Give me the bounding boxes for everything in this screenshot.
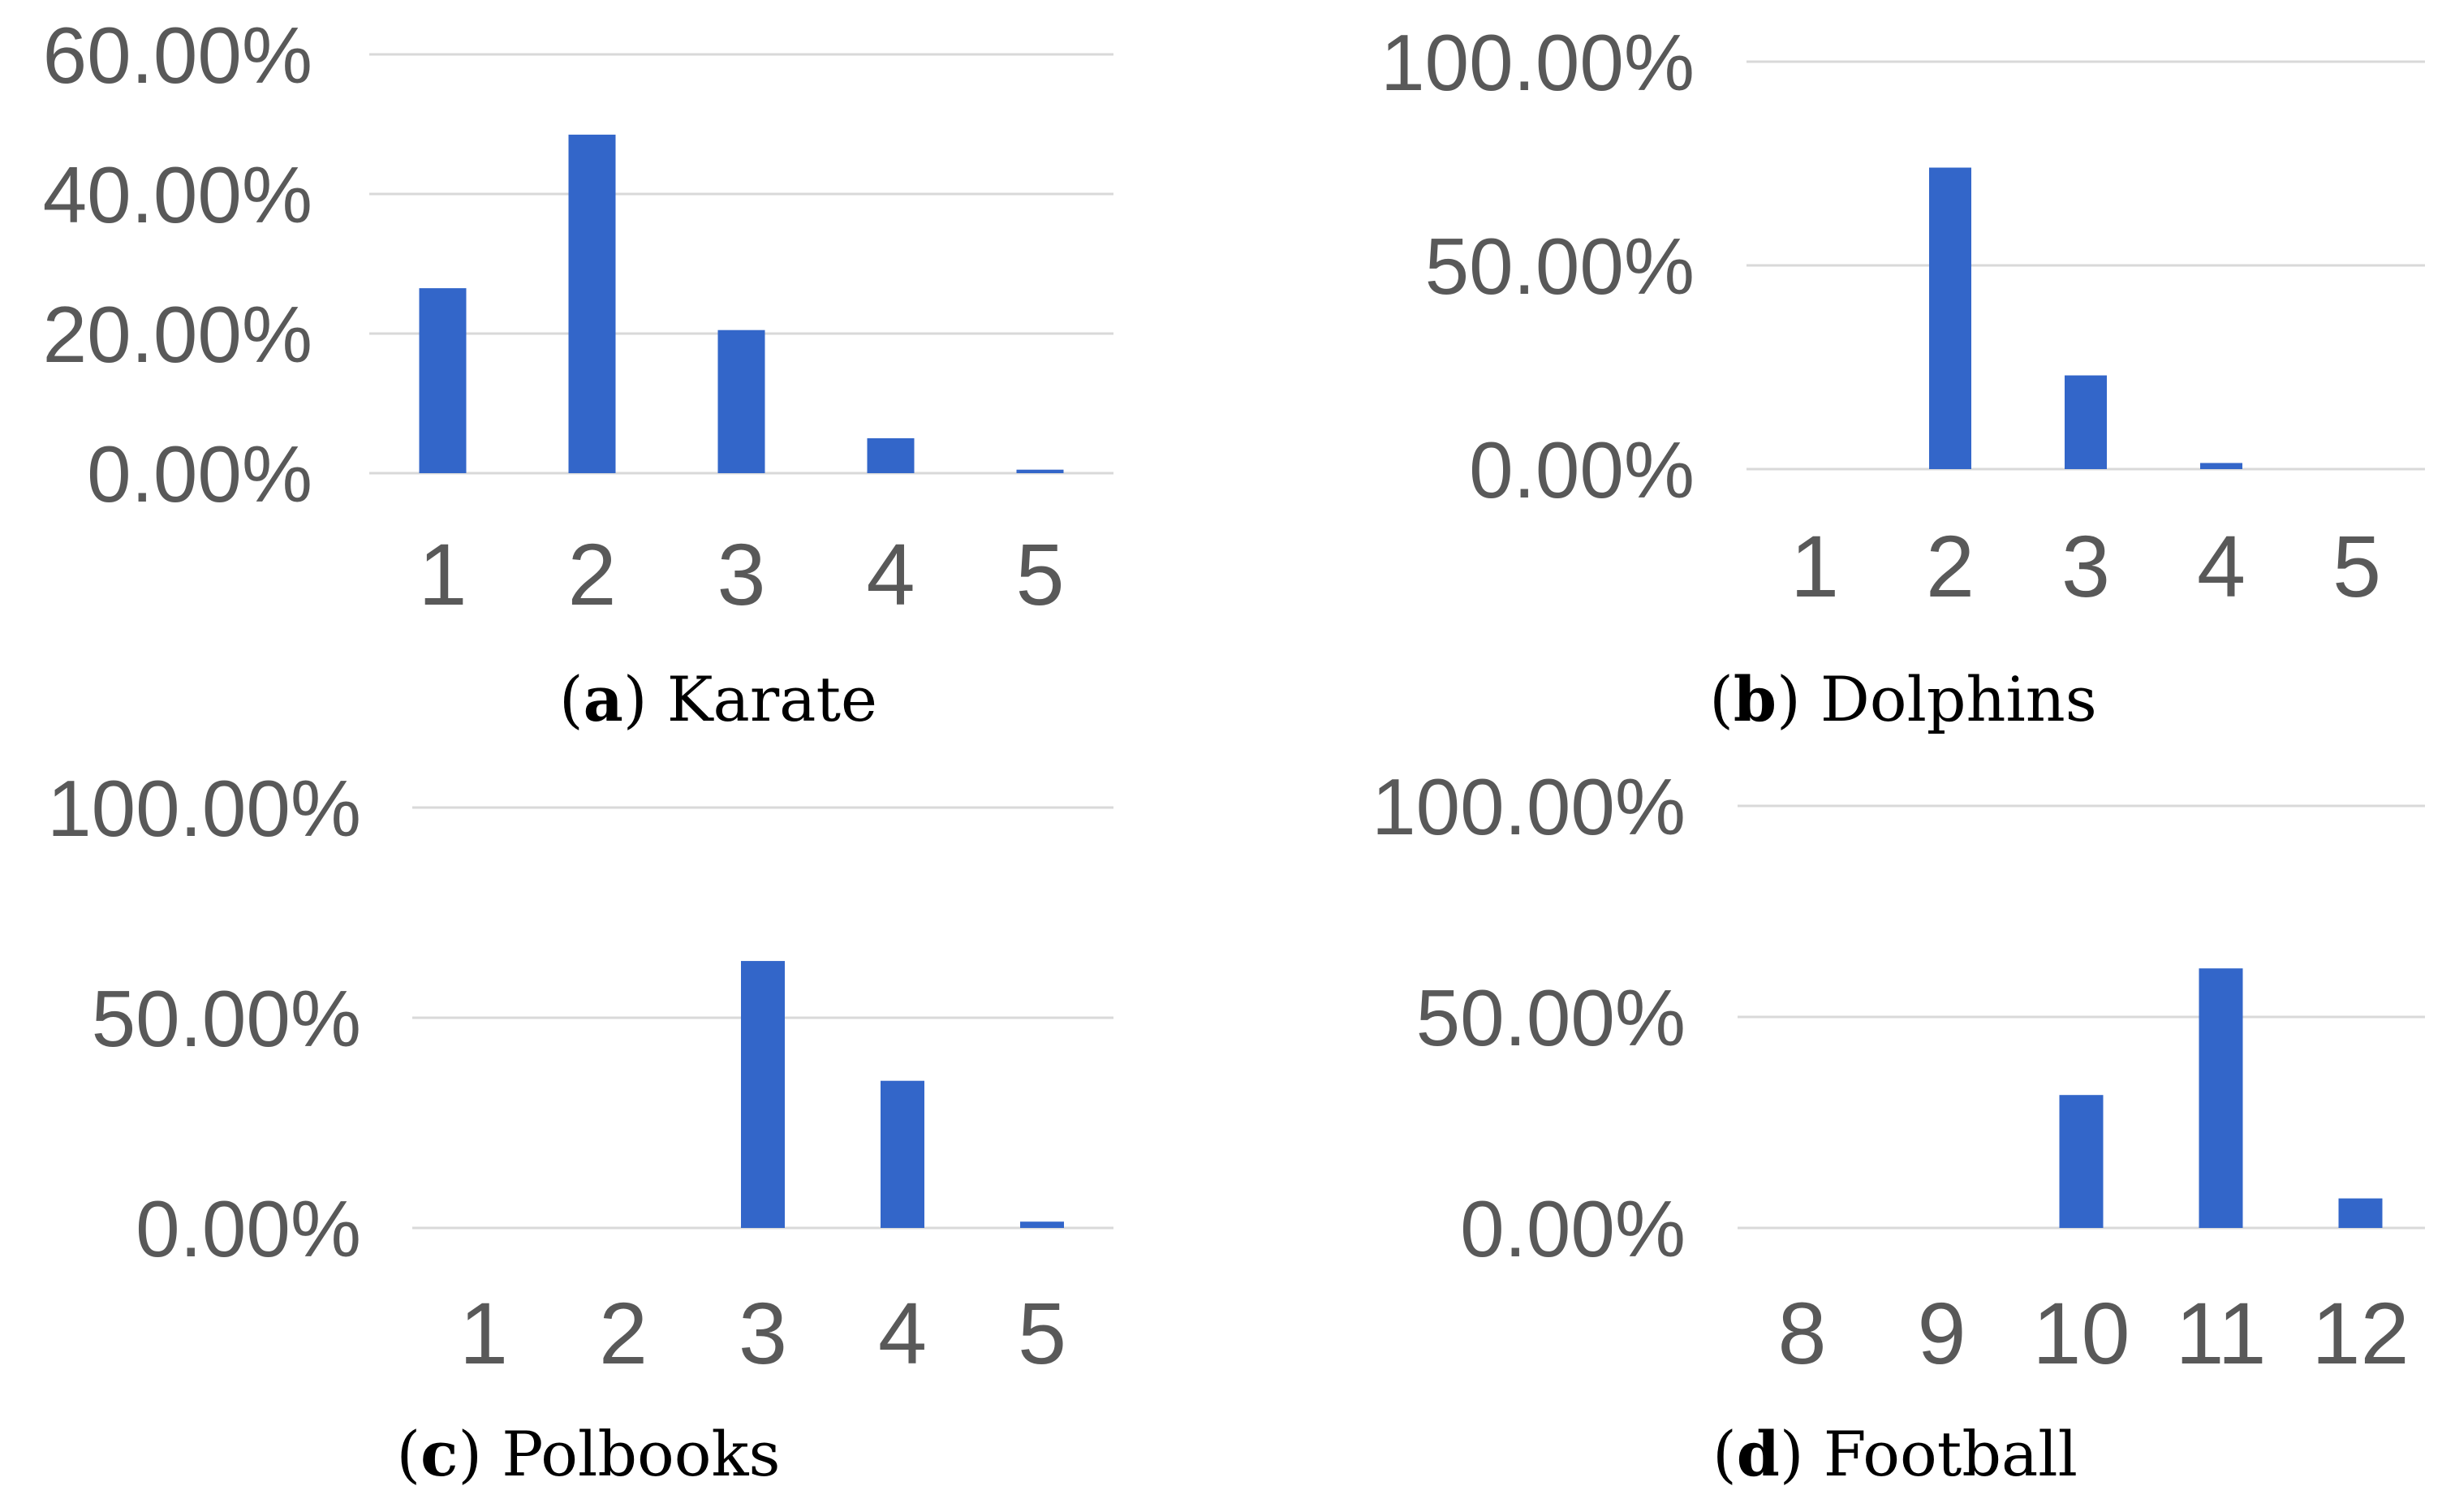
bar [2200,463,2242,469]
x-tick-label: 8 [1777,1284,1826,1382]
caption-letter: b [1734,663,1777,735]
panel-b: 0.00% 50.00% 100.00% 1 2 3 4 5 (b) Dolphins [1380,18,2425,735]
x-tick-label: 5 [1018,1284,1066,1382]
bar [568,134,616,473]
x-tick-label: 3 [2061,517,2110,615]
y-tick-label: 0.00% [87,429,312,519]
panel-caption: (d) Football [1712,1418,2078,1490]
x-tick-label: 1 [459,1284,508,1382]
y-tick-label: 100.00% [1372,762,1686,851]
panel-caption: (b) Dolphins [1709,663,2096,735]
x-tick-label: 5 [2332,517,2381,615]
y-tick-label: 100.00% [47,764,361,853]
bar [2059,1095,2104,1228]
caption-letter: c [420,1418,458,1490]
caption-letter: a [584,663,623,735]
caption-name: Polbooks [502,1418,780,1490]
y-tick-label: 50.00% [1416,973,1686,1062]
bar [717,330,765,473]
x-tick-label: 2 [1926,517,1975,615]
x-tick-label: 1 [418,525,467,623]
x-tick-label: 1 [1790,517,1839,615]
caption-name: Football [1824,1418,2078,1490]
panel-a: 0.00% 20.00% 40.00% 60.00% 1 2 3 4 5 (a) Karate [43,11,1113,735]
x-tick-label: 4 [866,525,915,623]
y-tick-label: 100.00% [1380,18,1695,107]
bar [1020,1221,1064,1228]
x-tick-label: 3 [739,1284,787,1382]
y-tick-label: 40.00% [43,150,312,239]
y-tick-label: 0.00% [1460,1184,1686,1273]
x-tick-label: 5 [1015,525,1064,623]
bar [867,438,915,473]
caption-name: Dolphins [1820,663,2097,735]
bar [2065,375,2107,469]
y-tick-label: 0.00% [136,1184,361,1273]
bar [419,288,467,473]
x-tick-label: 4 [878,1284,927,1382]
bar [881,1080,924,1228]
x-tick-label: 12 [2311,1284,2409,1382]
x-tick-label: 11 [2175,1284,2266,1382]
bar [1929,167,1971,469]
bar [2338,1198,2383,1228]
y-tick-label: 20.00% [43,290,312,379]
panel-c: 0.00% 50.00% 100.00% 1 2 3 4 5 (c) Polbooks [47,764,1113,1490]
caption-letter: d [1737,1418,1780,1490]
x-tick-label: 10 [2032,1284,2130,1382]
x-tick-label: 9 [1917,1284,1966,1382]
x-tick-label: 3 [717,525,765,623]
y-tick-label: 50.00% [1425,222,1695,311]
x-tick-label: 2 [567,525,616,623]
panel-caption: (c) Polbooks [396,1418,780,1490]
x-tick-label: 2 [599,1284,648,1382]
bar [2199,968,2243,1228]
panel-caption: (a) Karate [559,663,877,735]
bar [1016,469,1064,473]
x-tick-label: 4 [2197,517,2246,615]
y-tick-label: 0.00% [1469,425,1695,515]
y-tick-label: 50.00% [92,974,361,1063]
panel-d: 0.00% 50.00% 100.00% 8 9 10 11 12 (d) Football [1372,762,2425,1490]
bar [741,961,785,1228]
caption-name: Karate [667,663,877,735]
y-tick-label: 60.00% [43,11,312,100]
